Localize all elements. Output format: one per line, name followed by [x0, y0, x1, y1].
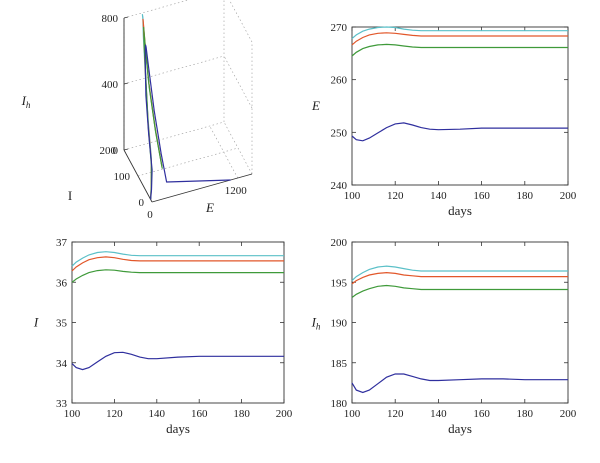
- series-line-1: [351, 32, 568, 46]
- y-axis-label: Ih: [311, 315, 321, 332]
- x-tick-label: 180: [517, 408, 534, 420]
- y-tick-label: 240: [331, 180, 348, 192]
- y-tick-label: 190: [331, 318, 348, 330]
- panel-e-vs-days: 100 120 140 160 180 200 240 250 260 270 days E: [311, 22, 577, 218]
- y-tick-label: 250: [331, 127, 348, 139]
- y-axis-label: E: [311, 98, 320, 113]
- plot-frame: [71, 241, 285, 404]
- x-tick-label: 100: [344, 190, 361, 202]
- series-line-2: [71, 269, 284, 283]
- y-axis-label-text: E: [311, 98, 320, 113]
- x-tick-label: 100: [344, 408, 361, 420]
- plot-frame: [351, 26, 569, 186]
- y-axis-label-subscript: h: [316, 322, 321, 332]
- grid-line-side: [223, 55, 253, 109]
- e-axis-label: E: [205, 200, 214, 215]
- y-tick-label: 35: [56, 318, 68, 330]
- x-axis-label: days: [448, 421, 472, 436]
- x-tick-label: 120: [387, 190, 404, 202]
- e-axis: [151, 173, 253, 203]
- series-line-0: [71, 251, 284, 267]
- ih-axis-label-subscript: h: [26, 100, 31, 110]
- x-tick-label: 120: [387, 408, 404, 420]
- z-tick-mark: [123, 16, 129, 19]
- x-tick-label: 140: [430, 408, 447, 420]
- y-tick-label: 195: [331, 277, 348, 289]
- i-tick-label: 200: [100, 145, 117, 157]
- ih-axis-label-text: I: [21, 93, 27, 108]
- x-tick-label: 200: [560, 408, 577, 420]
- series-line-0: [351, 265, 568, 282]
- grid-line-side: [223, 121, 253, 175]
- z-tick-label: 0: [113, 145, 119, 157]
- trajectory-line-3: [144, 44, 231, 200]
- series-line-2: [351, 284, 568, 298]
- ih-axis-label: Ih: [21, 93, 31, 110]
- series-line-1: [71, 256, 284, 272]
- y-tick-label: 33: [56, 398, 68, 410]
- i-axis-label: I: [68, 188, 72, 203]
- y-axis-label-text: I: [311, 315, 317, 330]
- grid-line-floor: [137, 147, 239, 177]
- grid-line-back: [123, 0, 190, 19]
- x-axis-label: days: [166, 421, 190, 436]
- grid-line-floor: [209, 125, 238, 179]
- grid-line-side: [229, 0, 253, 43]
- x-tick-label: 180: [517, 190, 534, 202]
- x-tick-label: 120: [106, 408, 123, 420]
- x-tick-label: 160: [191, 408, 208, 420]
- y-tick-label: 270: [331, 22, 348, 34]
- x-tick-label: 140: [430, 190, 447, 202]
- series-line-1: [351, 271, 568, 285]
- series-line-3: [351, 122, 568, 142]
- i-tick-label: 0: [139, 197, 145, 209]
- x-tick-label: 180: [233, 408, 250, 420]
- series-line-2: [351, 43, 568, 57]
- y-tick-label: 36: [56, 277, 68, 289]
- e-tick-label: 0: [147, 209, 153, 221]
- y-tick-label: 185: [331, 358, 348, 370]
- y-tick-label: 260: [331, 75, 348, 87]
- y-tick-label: 180: [331, 398, 348, 410]
- x-tick-label: 140: [149, 408, 166, 420]
- series-line-3: [71, 351, 284, 371]
- x-tick-label: 200: [276, 408, 293, 420]
- x-tick-label: 100: [64, 408, 81, 420]
- z-tick-label: 800: [102, 13, 119, 25]
- panel-i-vs-days: 100 120 140 160 180 200 33 34 35 36 37 days I: [33, 237, 293, 436]
- y-axis-label: I: [33, 315, 39, 330]
- grid-line-back: [123, 55, 225, 85]
- y-tick-label: 37: [56, 237, 68, 249]
- panel-ih-vs-days: 100 120 140 160 180 200 180 185 190 195 200 days Ih: [311, 237, 577, 436]
- x-tick-label: 160: [473, 408, 490, 420]
- i-tick-label: 100: [114, 171, 131, 183]
- z-tick-mark: [123, 82, 129, 85]
- z-tick-mark: [123, 148, 129, 151]
- y-axis-label-text: I: [33, 315, 39, 330]
- series-line-3: [351, 373, 568, 394]
- e-tick-label: 1200: [225, 185, 248, 197]
- x-tick-label: 160: [473, 190, 490, 202]
- y-tick-label: 34: [56, 358, 68, 370]
- i-axis: [123, 149, 153, 203]
- x-axis-label: days: [448, 203, 472, 218]
- z-tick-label: 400: [102, 79, 119, 91]
- y-tick-label: 200: [331, 237, 348, 249]
- grid-line-back: [123, 121, 225, 151]
- series-line-0: [351, 26, 568, 40]
- x-tick-label: 200: [560, 190, 577, 202]
